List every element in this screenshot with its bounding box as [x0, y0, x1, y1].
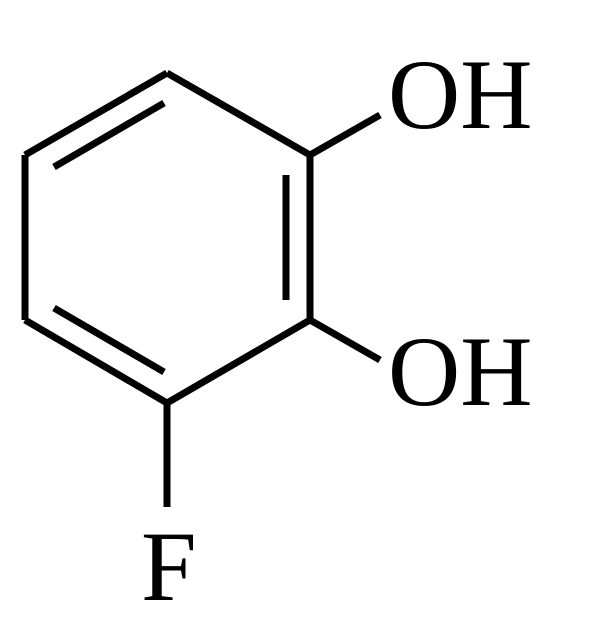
label-f: F	[141, 511, 197, 622]
label-oh-top: OH	[388, 39, 532, 150]
bond-c3-c2	[167, 320, 310, 403]
bond-c2-oh	[310, 320, 380, 360]
bond-c4-c3-inner	[54, 308, 164, 372]
label-oh-bottom: OH	[388, 316, 532, 427]
bond-c1-oh	[310, 115, 380, 155]
bond-c6-c5-inner	[54, 103, 164, 167]
molecule-diagram: OH OH F	[0, 0, 609, 640]
bond-c1-c6	[167, 73, 310, 155]
